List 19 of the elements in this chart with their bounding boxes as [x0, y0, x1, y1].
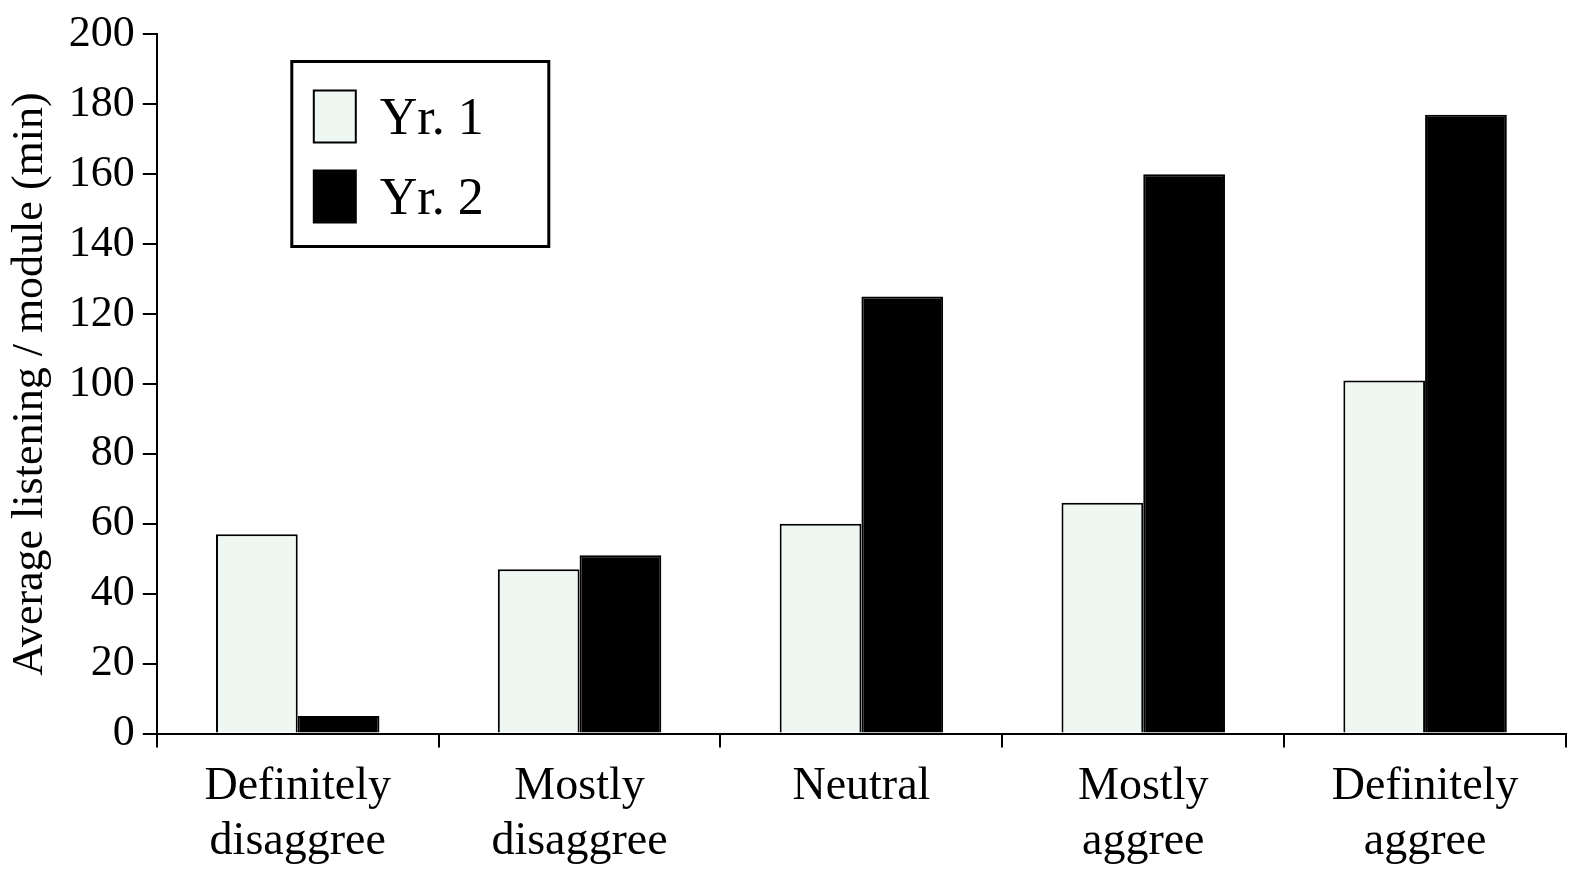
x-tick-label: Definitely aggree [1331, 758, 1519, 865]
y-tick-label: 0 [112, 706, 135, 756]
legend-label: Yr. 1 [379, 88, 484, 146]
x-tick-label: Definitely disaggree [204, 758, 391, 865]
x-tick-label: Neutral [792, 758, 931, 810]
x-tick-label: Mostly disaggree [491, 758, 668, 865]
x-tick-label: Mostly aggree [1078, 758, 1209, 865]
y-tick-label: 180 [68, 76, 135, 126]
y-tick-label: 120 [68, 286, 135, 336]
y-tick-label: 160 [68, 146, 135, 196]
legend-label: Yr. 2 [379, 168, 484, 226]
y-tick-label: 40 [90, 566, 135, 616]
y-tick-label: 20 [90, 636, 135, 686]
y-tick-label: 60 [90, 496, 135, 546]
y-tick-label: 80 [90, 426, 135, 476]
y-tick-label: 140 [68, 216, 135, 266]
y-tick-label: 100 [68, 356, 135, 406]
y-tick-label: 200 [68, 6, 135, 56]
y-axis-title: Average listening / module (min) [2, 92, 52, 676]
